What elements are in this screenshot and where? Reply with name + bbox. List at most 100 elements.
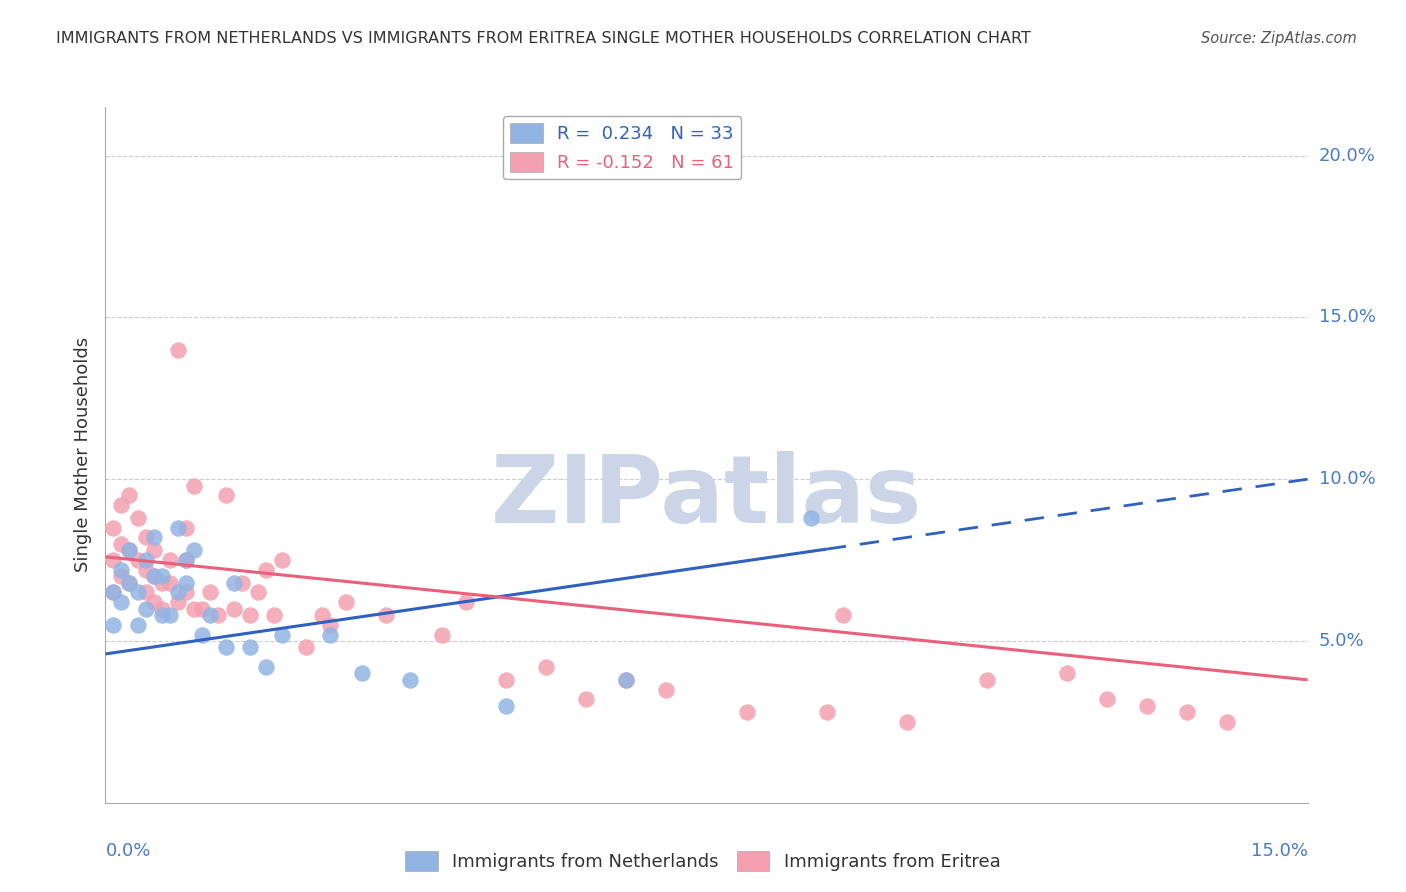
Point [655, 682, 678, 697]
Point [103, 585, 125, 599]
Point [374, 608, 398, 623]
Point [166, 521, 188, 535]
Point [110, 563, 132, 577]
Point [246, 585, 269, 599]
Point [118, 543, 141, 558]
Point [135, 553, 157, 567]
Point [159, 553, 181, 567]
Point [976, 673, 998, 687]
Point [183, 601, 205, 615]
Point [1216, 714, 1239, 729]
Point [1136, 698, 1159, 713]
Point [495, 673, 517, 687]
Point [183, 478, 205, 492]
Point [174, 585, 197, 599]
Point [214, 488, 236, 502]
Point [1056, 666, 1078, 681]
Point [190, 627, 212, 641]
Point [118, 575, 141, 590]
Point [239, 608, 262, 623]
Point [896, 714, 918, 729]
Point [150, 569, 173, 583]
Point [495, 698, 517, 713]
Point [127, 553, 149, 567]
Point [214, 640, 236, 655]
Point [135, 563, 157, 577]
Point [534, 660, 557, 674]
Point [183, 543, 205, 558]
Text: ZIPatlas: ZIPatlas [491, 450, 922, 542]
Point [166, 343, 188, 357]
Y-axis label: Single Mother Households: Single Mother Households [73, 337, 91, 573]
Point [103, 553, 125, 567]
Point [135, 531, 157, 545]
Point [118, 543, 141, 558]
Point [239, 640, 262, 655]
Text: 5.0%: 5.0% [1319, 632, 1364, 650]
Point [616, 673, 638, 687]
Point [142, 543, 165, 558]
Point [815, 705, 838, 719]
Point [118, 488, 141, 502]
Legend: R =  0.234   N = 33, R = -0.152   N = 61: R = 0.234 N = 33, R = -0.152 N = 61 [503, 116, 741, 179]
Point [207, 608, 229, 623]
Point [150, 575, 173, 590]
Point [103, 585, 125, 599]
Point [135, 585, 157, 599]
Point [166, 595, 188, 609]
Text: Source: ZipAtlas.com: Source: ZipAtlas.com [1201, 31, 1357, 46]
Point [399, 673, 422, 687]
Point [174, 553, 197, 567]
Point [127, 617, 149, 632]
Point [110, 569, 132, 583]
Point [174, 553, 197, 567]
Text: IMMIGRANTS FROM NETHERLANDS VS IMMIGRANTS FROM ERITREA SINGLE MOTHER HOUSEHOLDS : IMMIGRANTS FROM NETHERLANDS VS IMMIGRANT… [56, 31, 1031, 46]
Point [295, 640, 318, 655]
Text: 20.0%: 20.0% [1319, 146, 1375, 165]
Point [1177, 705, 1199, 719]
Point [198, 608, 221, 623]
Point [103, 521, 125, 535]
Point [198, 585, 221, 599]
Point [254, 660, 277, 674]
Point [831, 608, 853, 623]
Point [127, 585, 149, 599]
Point [159, 608, 181, 623]
Text: 0.0%: 0.0% [105, 842, 150, 860]
Point [263, 608, 285, 623]
Point [270, 627, 292, 641]
Point [222, 601, 245, 615]
Point [800, 511, 823, 525]
Point [1097, 692, 1119, 706]
Point [319, 617, 342, 632]
Point [335, 595, 357, 609]
Point [735, 705, 758, 719]
Point [127, 511, 149, 525]
Point [430, 627, 453, 641]
Point [110, 498, 132, 512]
Point [174, 575, 197, 590]
Point [174, 521, 197, 535]
Point [270, 553, 292, 567]
Point [454, 595, 477, 609]
Text: 15.0%: 15.0% [1250, 842, 1308, 860]
Point [142, 569, 165, 583]
Point [575, 692, 598, 706]
Point [319, 627, 342, 641]
Point [350, 666, 373, 681]
Point [254, 563, 277, 577]
Point [110, 537, 132, 551]
Legend: Immigrants from Netherlands, Immigrants from Eritrea: Immigrants from Netherlands, Immigrants … [398, 844, 1008, 879]
Point [110, 595, 132, 609]
Point [150, 608, 173, 623]
Point [159, 575, 181, 590]
Point [135, 601, 157, 615]
Text: 10.0%: 10.0% [1319, 470, 1375, 488]
Point [222, 575, 245, 590]
Point [103, 617, 125, 632]
Point [142, 531, 165, 545]
Point [311, 608, 333, 623]
Point [616, 673, 638, 687]
Text: 15.0%: 15.0% [1319, 309, 1375, 326]
Point [231, 575, 253, 590]
